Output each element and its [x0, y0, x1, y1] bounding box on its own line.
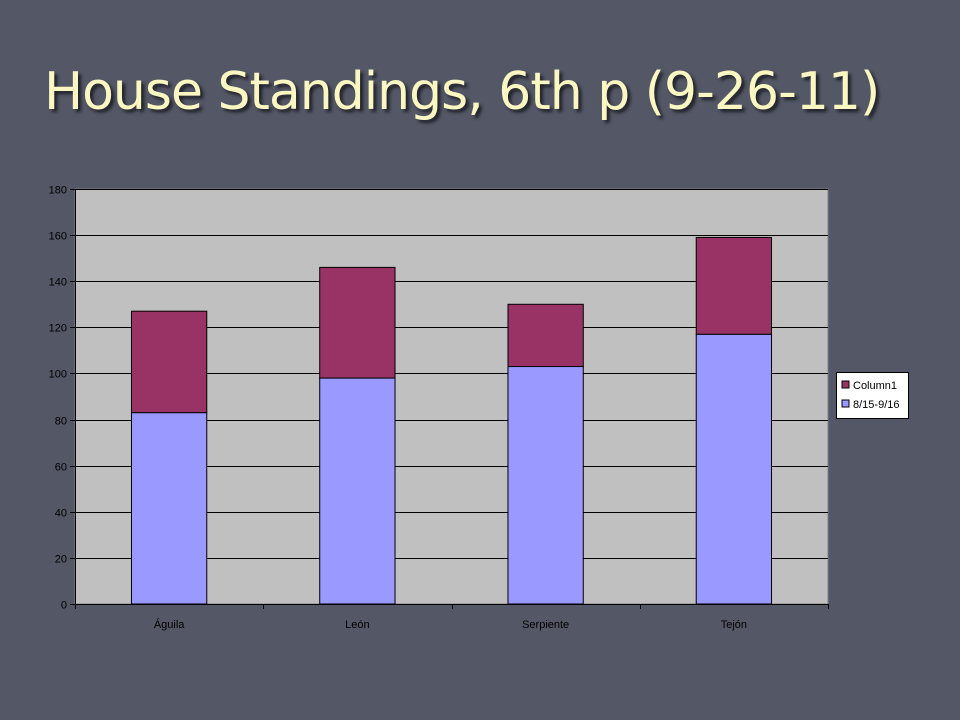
bar-series1-1: [319, 377, 396, 605]
bar-series2-3: [695, 236, 773, 335]
x-category-label: Tejón: [721, 619, 747, 631]
y-tick-label: 60: [55, 462, 67, 474]
y-tick-label: 20: [55, 554, 67, 566]
x-category-label: León: [345, 619, 369, 631]
y-tick-label: 140: [49, 277, 67, 289]
bar-series1-2: [507, 366, 584, 605]
legend: [836, 372, 909, 419]
y-tick-label: 160: [49, 231, 67, 243]
y-tick-label: 100: [49, 369, 67, 381]
bar-series1-0: [130, 412, 208, 605]
bar-series2-2: [507, 303, 584, 368]
y-tick-label: 80: [55, 416, 67, 428]
x-category-label: Serpiente: [522, 619, 569, 631]
y-tick-label: 0: [61, 600, 67, 612]
bar-series2-1: [319, 266, 396, 379]
x-category-label: Águila: [154, 618, 185, 631]
legend-label: Column1: [853, 380, 897, 392]
legend-swatch: [841, 399, 850, 408]
y-tick-label: 40: [55, 508, 67, 520]
slide-title: House Standings, 6th p (9-26-11): [44, 62, 880, 122]
bar-series2-0: [130, 310, 208, 414]
y-tick-label: 180: [49, 185, 67, 197]
bar-series1-3: [695, 333, 773, 605]
legend-label: 8/15-9/16: [853, 399, 899, 411]
legend-swatch: [841, 380, 850, 389]
y-tick-label: 120: [49, 323, 67, 335]
